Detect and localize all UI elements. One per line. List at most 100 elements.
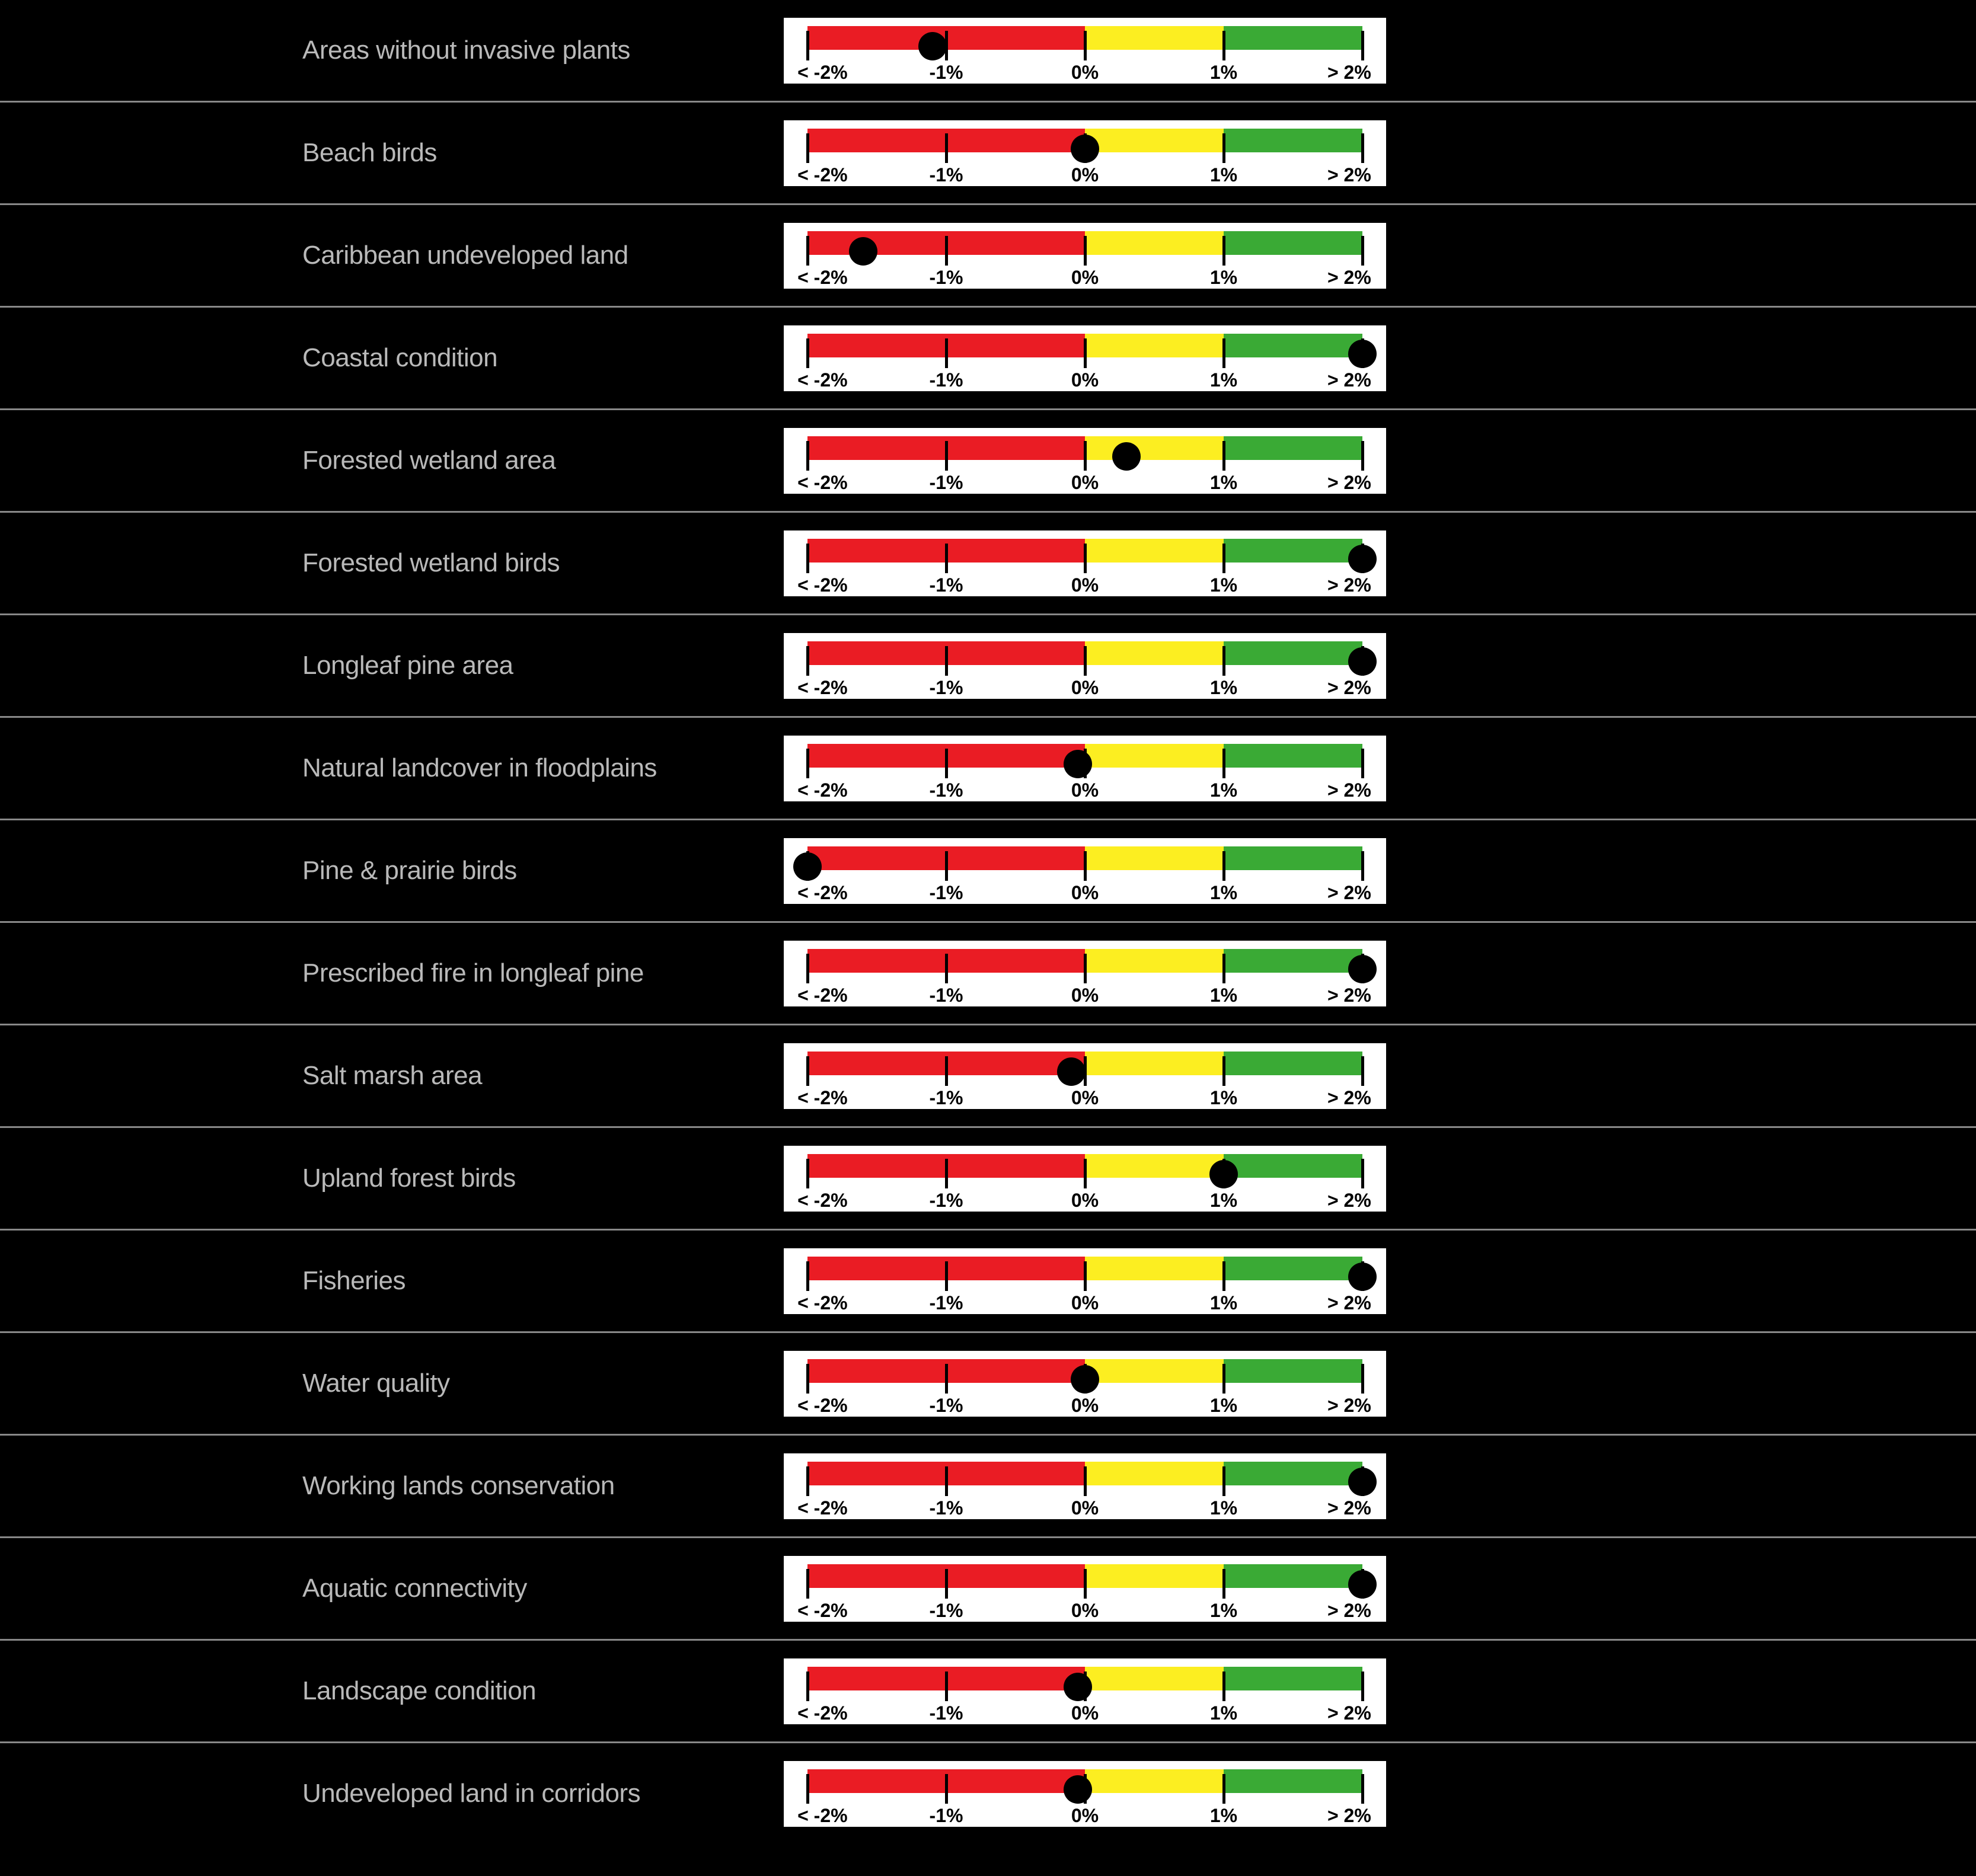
indicator-row: Prescribed fire in longleaf pine< -2%-1%… bbox=[0, 923, 1976, 1025]
gauge-track: < -2%-1%0%1%> 2% bbox=[807, 539, 1362, 563]
gauge-tick-label: < -2% bbox=[797, 985, 847, 1006]
gauge-tick-label: -1% bbox=[930, 677, 963, 699]
gauge-segment bbox=[1085, 744, 1224, 768]
gauge-segment bbox=[1224, 129, 1362, 152]
gauge-segment bbox=[1085, 949, 1224, 973]
gauge-segment bbox=[1085, 1462, 1224, 1485]
gauge-tick-label: < -2% bbox=[797, 882, 847, 904]
gauge-tick-label: 1% bbox=[1210, 62, 1237, 84]
gauge-tick bbox=[1084, 1569, 1087, 1599]
gauge-track: < -2%-1%0%1%> 2% bbox=[807, 129, 1362, 152]
indicator-row: Longleaf pine area< -2%-1%0%1%> 2% bbox=[0, 615, 1976, 718]
gauge-tick-label: > 2% bbox=[1327, 1702, 1371, 1724]
gauge-marker bbox=[1209, 1160, 1238, 1188]
gauge-marker bbox=[1348, 545, 1377, 573]
gauge-tick bbox=[1084, 1466, 1087, 1496]
gauge-tick bbox=[945, 749, 948, 778]
gauge-segment bbox=[1224, 1359, 1362, 1383]
gauge-tick-label: 0% bbox=[1071, 1600, 1099, 1622]
gauge-tick-label: > 2% bbox=[1327, 1292, 1371, 1314]
gauge-tick-label: 0% bbox=[1071, 985, 1099, 1006]
gauge-segment bbox=[1224, 231, 1362, 255]
gauge-tick bbox=[1222, 1056, 1225, 1086]
gauge-tick bbox=[945, 1672, 948, 1701]
gauge: < -2%-1%0%1%> 2% bbox=[783, 1452, 1387, 1520]
gauge: < -2%-1%0%1%> 2% bbox=[783, 119, 1387, 187]
gauge-tick-label: < -2% bbox=[797, 472, 847, 494]
gauge-tick bbox=[806, 954, 809, 983]
gauge-tick-label: < -2% bbox=[797, 164, 847, 186]
gauge-marker bbox=[1057, 1057, 1086, 1086]
gauge-tick bbox=[945, 1569, 948, 1599]
gauge-track: < -2%-1%0%1%> 2% bbox=[807, 1564, 1362, 1588]
gauge-track: < -2%-1%0%1%> 2% bbox=[807, 846, 1362, 870]
gauge-track: < -2%-1%0%1%> 2% bbox=[807, 1052, 1362, 1075]
gauge-segment bbox=[1224, 949, 1362, 973]
gauge-tick-label: -1% bbox=[930, 574, 963, 596]
gauge-segment bbox=[1224, 1769, 1362, 1793]
indicator-label: Beach birds bbox=[302, 138, 783, 168]
gauge-tick bbox=[1361, 236, 1364, 266]
gauge-segment bbox=[1085, 539, 1224, 563]
gauge-segment bbox=[1085, 846, 1224, 870]
gauge-segment bbox=[1085, 129, 1224, 152]
gauge-tick-label: 0% bbox=[1071, 1702, 1099, 1724]
gauge-tick-label: > 2% bbox=[1327, 1497, 1371, 1519]
gauge-tick-label: 0% bbox=[1071, 1395, 1099, 1417]
gauge-tick bbox=[1084, 31, 1087, 60]
gauge-tick-label: -1% bbox=[930, 779, 963, 801]
gauge-tick-label: 1% bbox=[1210, 1600, 1237, 1622]
indicator-row: Landscape condition< -2%-1%0%1%> 2% bbox=[0, 1641, 1976, 1743]
gauge-tick-label: 1% bbox=[1210, 574, 1237, 596]
gauge-tick-label: < -2% bbox=[797, 677, 847, 699]
gauge-tick-label: > 2% bbox=[1327, 472, 1371, 494]
gauge-segment bbox=[1224, 846, 1362, 870]
indicator-label: Prescribed fire in longleaf pine bbox=[302, 958, 783, 988]
gauge-segment bbox=[1224, 1462, 1362, 1485]
gauge-tick-label: 1% bbox=[1210, 882, 1237, 904]
gauge-tick-label: 0% bbox=[1071, 1087, 1099, 1109]
gauge-tick-label: -1% bbox=[930, 1395, 963, 1417]
gauge-tick bbox=[1084, 954, 1087, 983]
gauge-tick bbox=[1361, 1672, 1364, 1701]
gauge-tick bbox=[1361, 1159, 1364, 1188]
gauge-marker bbox=[1348, 340, 1377, 368]
indicator-row: Natural landcover in floodplains< -2%-1%… bbox=[0, 718, 1976, 820]
gauge-tick-label: 1% bbox=[1210, 1497, 1237, 1519]
indicator-label: Longleaf pine area bbox=[302, 651, 783, 680]
indicator-row: Fisheries< -2%-1%0%1%> 2% bbox=[0, 1231, 1976, 1333]
gauge-marker bbox=[1112, 442, 1141, 471]
gauge-tick bbox=[806, 31, 809, 60]
gauge-tick-label: > 2% bbox=[1327, 267, 1371, 289]
gauge-tick bbox=[806, 236, 809, 266]
gauge: < -2%-1%0%1%> 2% bbox=[783, 837, 1387, 905]
gauge-tick bbox=[1084, 544, 1087, 573]
gauge-tick-label: 0% bbox=[1071, 574, 1099, 596]
gauge: < -2%-1%0%1%> 2% bbox=[783, 1042, 1387, 1110]
gauge: < -2%-1%0%1%> 2% bbox=[783, 734, 1387, 803]
indicator-gauge-list: Areas without invasive plants< -2%-1%0%1… bbox=[0, 0, 1976, 1844]
gauge-tick-label: 0% bbox=[1071, 1190, 1099, 1212]
gauge-tick bbox=[945, 133, 948, 163]
gauge-tick bbox=[806, 646, 809, 676]
gauge-tick bbox=[806, 1569, 809, 1599]
gauge-tick bbox=[1222, 1466, 1225, 1496]
gauge-tick-label: > 2% bbox=[1327, 1395, 1371, 1417]
gauge-segment bbox=[1085, 641, 1224, 665]
indicator-row: Water quality< -2%-1%0%1%> 2% bbox=[0, 1333, 1976, 1436]
gauge-tick-label: -1% bbox=[930, 1292, 963, 1314]
gauge-tick bbox=[1222, 133, 1225, 163]
indicator-label: Areas without invasive plants bbox=[302, 36, 783, 65]
indicator-row: Areas without invasive plants< -2%-1%0%1… bbox=[0, 0, 1976, 103]
gauge-segment bbox=[1085, 436, 1224, 460]
gauge-tick bbox=[945, 1261, 948, 1291]
gauge-tick bbox=[1084, 851, 1087, 881]
gauge-tick bbox=[1222, 236, 1225, 266]
gauge-marker bbox=[1348, 1570, 1377, 1599]
gauge-tick bbox=[945, 646, 948, 676]
gauge-tick-label: -1% bbox=[930, 472, 963, 494]
gauge-tick-label: < -2% bbox=[797, 1087, 847, 1109]
gauge-segment bbox=[1224, 1257, 1362, 1280]
gauge-tick-label: 1% bbox=[1210, 985, 1237, 1006]
gauge-tick-label: 0% bbox=[1071, 1805, 1099, 1827]
